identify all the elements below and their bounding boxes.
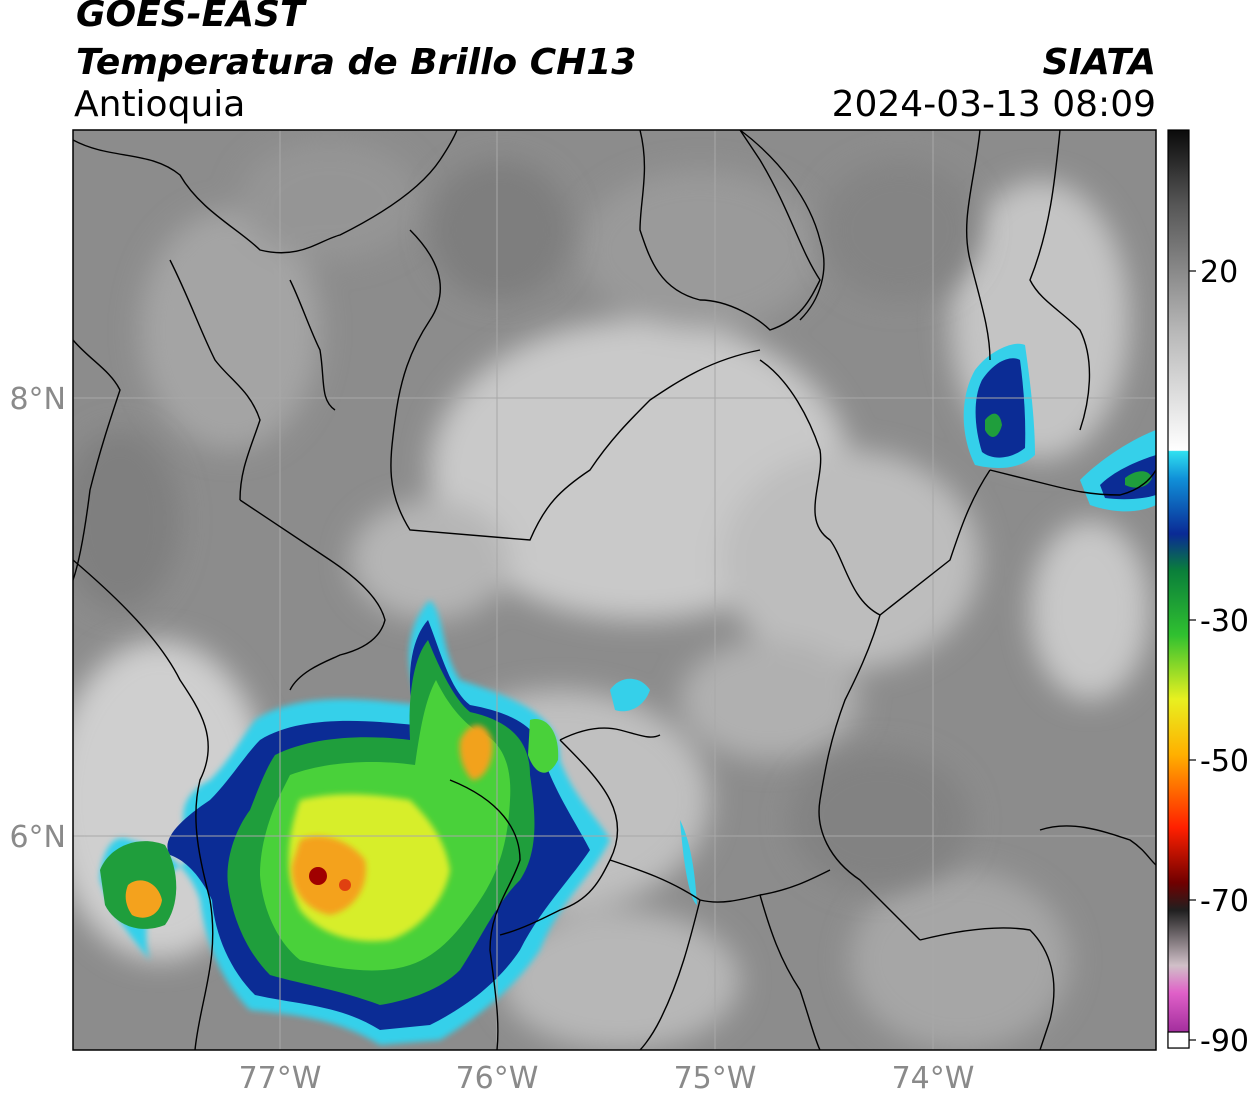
lat-label-8n: 8°N: [9, 382, 66, 417]
colorbar-ticks: [1189, 270, 1196, 1041]
coastline-north: [73, 130, 458, 254]
lon-label-74w: 74°W: [892, 1061, 975, 1096]
colorbar-label-20: 20: [1200, 255, 1238, 290]
colorbar-under-swatch: [1167, 1031, 1190, 1049]
border-magdalena-medio: [818, 614, 921, 941]
cyan-streak: [680, 820, 697, 905]
coastline-uraba: [169, 259, 261, 501]
border-venezuela: [1029, 130, 1091, 431]
cyan-fragment: [610, 678, 650, 712]
northeast-cells: [963, 343, 1156, 512]
border-antioquia-west: [239, 499, 386, 691]
organization-label: SIATA: [1042, 42, 1156, 83]
green-fragment: [528, 719, 559, 773]
border-antioquia-north: [390, 229, 761, 541]
border-choco: [73, 559, 214, 1050]
colorbar: 20 -30 -50 -70 -90: [1167, 129, 1249, 1059]
border-cesar: [965, 130, 991, 361]
border-santander: [759, 359, 991, 616]
product-subtitle: Temperatura de Brillo CH13: [76, 42, 637, 83]
border-cundinamarca-east: [759, 894, 821, 1050]
colorbar-gradient: [1167, 129, 1190, 1049]
timestamp-label: 2024-03-13 08:09: [831, 84, 1156, 125]
west-cell-orange: [125, 880, 162, 918]
lat-label-6n: 6°N: [9, 820, 66, 855]
colorbar-label-minus70: -70: [1200, 884, 1249, 919]
border-antioquia-south: [449, 779, 521, 1050]
lon-label-76w: 76°W: [456, 1061, 539, 1096]
border-meta: [919, 927, 1055, 1050]
political-borders: [73, 130, 1156, 1050]
storm-orange-core: [291, 836, 366, 915]
region-label: Antioquia: [74, 84, 246, 125]
chart-title: GOES-EAST: [76, 0, 305, 35]
ne-cell-green: [985, 413, 1002, 437]
satellite-imagery: [73, 130, 1156, 1050]
border-norte-santander: [989, 469, 1156, 496]
lon-label-77w: 77°W: [239, 1061, 322, 1096]
border-bolivar: [639, 130, 821, 331]
coastline-west: [73, 339, 121, 581]
border-boyaca: [609, 859, 831, 903]
map-frame: [72, 129, 1157, 1051]
border-sucre: [739, 130, 825, 321]
gulf-inner: [289, 279, 336, 411]
border-eje-cafetero: [559, 727, 661, 741]
border-cundinamarca: [639, 899, 701, 1050]
storm-red-core-2: [339, 879, 351, 891]
colorbar-label-minus90: -90: [1200, 1024, 1249, 1059]
storm-red-core: [309, 867, 327, 885]
storm-orange-north: [459, 725, 493, 780]
border-arauca: [1039, 825, 1156, 866]
surface-texture: [73, 160, 980, 890]
colorbar-label-minus30: -30: [1200, 604, 1249, 639]
lon-label-75w: 75°W: [674, 1061, 757, 1096]
storm-cells: [100, 600, 697, 1045]
graticule: [73, 130, 1156, 1050]
colorbar-label-minus50: -50: [1200, 744, 1249, 779]
